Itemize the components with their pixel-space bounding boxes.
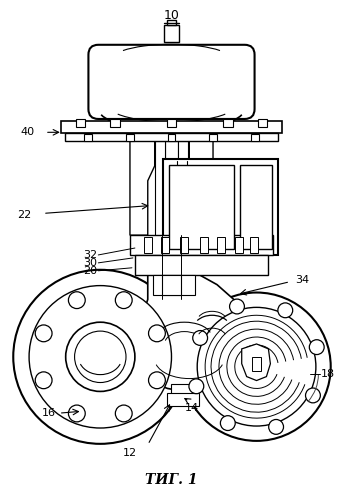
Bar [200, 237, 208, 253]
Bar [166, 394, 199, 406]
Bar [153, 274, 195, 294]
Circle shape [197, 308, 316, 426]
Bar [167, 134, 176, 141]
Text: 16: 16 [42, 408, 56, 418]
Polygon shape [130, 141, 155, 235]
Circle shape [269, 420, 283, 434]
Bar [163, 159, 278, 255]
FancyBboxPatch shape [88, 45, 255, 119]
Bar [258, 120, 267, 128]
Bar [144, 237, 152, 253]
Bar [166, 120, 176, 128]
Text: ΤИГ. 1: ΤИГ. 1 [145, 474, 198, 488]
Bar [235, 237, 243, 253]
Circle shape [309, 340, 324, 354]
Circle shape [305, 388, 320, 403]
Bar [166, 20, 176, 24]
Bar [178, 141, 188, 250]
Circle shape [68, 292, 85, 308]
Circle shape [220, 416, 235, 430]
Bar [240, 165, 272, 249]
Bar [76, 120, 85, 128]
Circle shape [29, 286, 172, 428]
Polygon shape [189, 141, 213, 235]
Bar [135, 255, 268, 274]
Text: 30: 30 [83, 258, 97, 268]
Text: 20: 20 [83, 266, 97, 276]
Circle shape [278, 303, 293, 318]
Circle shape [148, 372, 165, 388]
Bar [223, 120, 233, 128]
Circle shape [35, 325, 52, 342]
Circle shape [230, 299, 244, 314]
Text: 18: 18 [321, 368, 335, 378]
Text: 14: 14 [185, 404, 199, 413]
Bar [155, 141, 164, 250]
Circle shape [66, 322, 135, 392]
Bar [172, 384, 194, 398]
Text: 32: 32 [83, 250, 97, 260]
Bar [84, 134, 92, 141]
Circle shape [35, 372, 52, 388]
Bar [162, 274, 181, 294]
Bar [126, 134, 134, 141]
Circle shape [189, 379, 204, 394]
Bar [164, 141, 178, 235]
Bar [161, 237, 168, 253]
Bar [252, 357, 261, 370]
Bar [209, 134, 217, 141]
Bar [164, 24, 179, 42]
Bar [65, 134, 278, 141]
Circle shape [13, 270, 187, 444]
Circle shape [115, 405, 132, 422]
Text: 22: 22 [17, 210, 31, 220]
Circle shape [115, 292, 132, 308]
Bar [250, 237, 258, 253]
Bar [251, 134, 259, 141]
Bar [168, 165, 234, 249]
Text: 34: 34 [295, 274, 309, 284]
Bar [217, 237, 225, 253]
Polygon shape [138, 274, 244, 392]
Circle shape [193, 330, 207, 345]
Bar [130, 235, 273, 255]
Circle shape [182, 292, 331, 441]
Polygon shape [242, 344, 271, 381]
Text: 40: 40 [21, 128, 35, 138]
Text: 10: 10 [163, 9, 179, 22]
Bar [110, 120, 120, 128]
Circle shape [75, 331, 126, 382]
Circle shape [68, 405, 85, 422]
Circle shape [148, 325, 165, 342]
Bar [61, 122, 282, 134]
Text: 12: 12 [123, 448, 137, 458]
Bar [180, 237, 188, 253]
